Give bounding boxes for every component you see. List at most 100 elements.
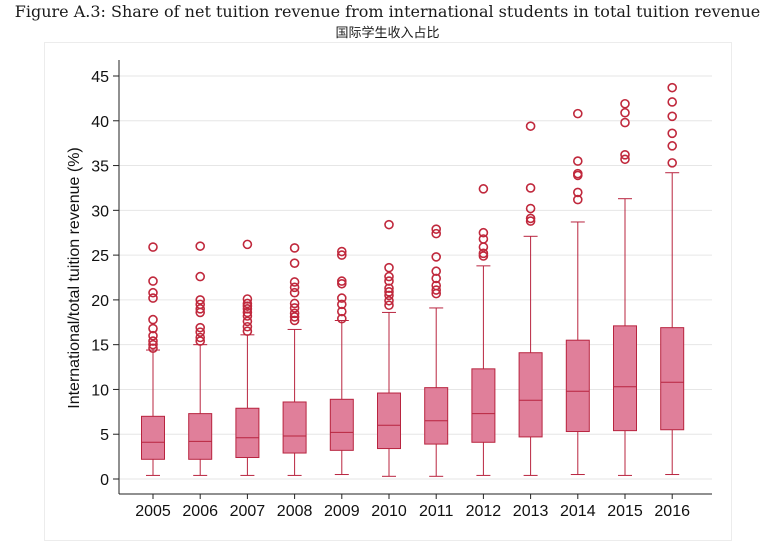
outlier-point (242, 307, 253, 318)
iqr-box (188, 413, 213, 460)
figure-subtitle: 国际学生收入占比 (335, 26, 440, 41)
outlier-point (431, 266, 442, 277)
outlier-point (195, 241, 205, 251)
outlier-point (336, 313, 347, 324)
x-tick-label: 2006 (182, 503, 218, 520)
box-2015 (613, 98, 637, 476)
box-2009 (329, 246, 354, 476)
outlier-point (242, 326, 253, 337)
outlier-point (384, 290, 394, 301)
outlier-point (384, 276, 394, 286)
outlier-point (431, 285, 442, 295)
outlier-point (148, 336, 158, 346)
y-tick-label: 5 (100, 427, 109, 444)
box-2008 (282, 243, 307, 476)
outlier-point (242, 298, 253, 309)
outlier-point (667, 158, 678, 168)
iqr-box (424, 387, 449, 445)
outlier-point (431, 228, 442, 239)
outlier-point (478, 227, 489, 238)
outlier-point (242, 321, 253, 332)
outlier-point (195, 332, 205, 343)
outlier-point (289, 258, 300, 268)
outlier-point (431, 252, 442, 262)
outlier-point (478, 248, 489, 259)
y-tick-label: 30 (91, 203, 109, 220)
y-tick-label: 0 (100, 472, 109, 489)
outlier-point (667, 128, 678, 139)
x-tick-label: 2005 (135, 503, 171, 520)
x-tick-label: 2016 (654, 503, 690, 520)
box-2006 (188, 241, 213, 476)
y-tick-label: 40 (91, 114, 109, 131)
outlier-point (289, 303, 300, 313)
outlier-point (384, 271, 394, 282)
outlier-point (478, 184, 489, 194)
iqr-box (518, 352, 543, 438)
outlier-point (289, 312, 300, 322)
outlier-point (195, 304, 205, 314)
outlier-point (195, 322, 205, 333)
box-series (141, 82, 685, 477)
outlier-point (242, 301, 253, 311)
iqr-box (235, 407, 260, 459)
outlier-point (525, 121, 536, 131)
outlier-point (572, 194, 583, 205)
outlier-point (384, 287, 394, 297)
x-tick-label: 2011 (419, 503, 454, 520)
outlier-point (242, 304, 253, 314)
x-tick-label: 2009 (324, 503, 360, 520)
x-tick-label: 2013 (513, 503, 549, 520)
outlier-point (620, 150, 630, 160)
outlier-point (667, 97, 678, 107)
outlier-point (620, 154, 630, 165)
outlier-point (195, 299, 205, 310)
outlier-point (431, 273, 442, 284)
outlier-point (478, 234, 489, 244)
outlier-point (148, 339, 158, 350)
y-tick-label: 25 (91, 248, 109, 265)
outlier-point (148, 293, 158, 303)
outlier-point (667, 141, 678, 151)
outlier-point (620, 107, 630, 118)
box-2016 (660, 82, 685, 476)
outlier-point (572, 187, 583, 198)
y-tick-label: 20 (91, 293, 109, 310)
outlier-point (195, 336, 205, 346)
outlier-point (336, 278, 347, 289)
outlier-point (667, 111, 678, 122)
outlier-point (572, 168, 583, 179)
y-tick-label: 10 (91, 382, 109, 399)
outlier-point (148, 343, 158, 354)
outlier-point (289, 315, 300, 326)
outlier-point (148, 242, 158, 252)
y-tick-label: 15 (91, 338, 109, 355)
outlier-point (336, 276, 347, 286)
outlier-point (525, 183, 536, 193)
y-axis-label: International/total tuition revenue (%) (66, 147, 83, 408)
iqr-box (141, 415, 165, 460)
outlier-point (336, 293, 347, 303)
outlier-point (336, 250, 347, 260)
outlier-point (525, 203, 536, 214)
outlier-point (242, 239, 253, 250)
x-tick-label: 2015 (607, 503, 643, 520)
outlier-point (148, 323, 158, 334)
outlier-point (384, 300, 394, 311)
outlier-point (148, 314, 158, 325)
outlier-point (242, 294, 253, 304)
iqr-box (471, 368, 496, 443)
outlier-point (667, 82, 678, 93)
figure-title: Figure A.3: Share of net tuition revenue… (14, 2, 761, 21)
outlier-point (336, 299, 347, 310)
x-tick-label: 2008 (277, 503, 313, 520)
outlier-point (478, 251, 489, 261)
outlier-point (148, 330, 158, 341)
outlier-point (289, 277, 300, 287)
iqr-box (329, 398, 354, 451)
axes: 0 5 10 15 20 25 30 35 40 45 2005 2006 2007 2008 2009 20… (91, 60, 712, 520)
outlier-point (242, 311, 253, 321)
outlier-point (384, 295, 394, 306)
outlier-point (431, 280, 442, 291)
